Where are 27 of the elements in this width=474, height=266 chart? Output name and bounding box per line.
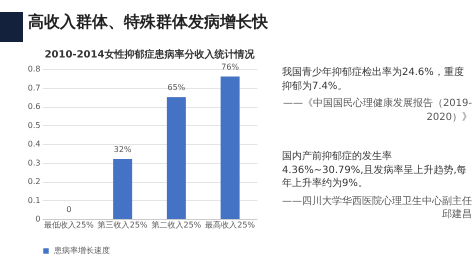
data-label: 0 <box>66 205 72 214</box>
y-tick-label: 0.6 <box>28 102 40 111</box>
x-tick-label: 第二收入25% <box>151 220 202 230</box>
y-tick-label: 0.5 <box>28 120 40 130</box>
chart-title: 高收入群体、特殊群体发病增长快 <box>28 12 268 33</box>
x-tick-label: 第三收入25% <box>98 220 148 230</box>
data-label: 76% <box>221 62 240 72</box>
y-tick-label: 0.3 <box>28 158 40 168</box>
legend-label: 患病率增长速度 <box>53 246 110 255</box>
text: 我国青少年抑郁症检出率为24.6%，重度抑郁为7.4%。 <box>282 66 465 93</box>
text: ——四川大学华西医院心理卫生中心副主任邱建昌 <box>282 194 472 222</box>
y-tick-label: 0.1 <box>28 196 40 205</box>
y-tick-label: 0.8 <box>28 64 40 74</box>
y-tick-label: 0 <box>35 214 40 224</box>
text: 国内产前抑郁症的发生率4.36%~30.79%,且发病率呈上升趋势,每年上升率约为9%。 <box>282 150 468 190</box>
chart-subtitle: 2010-2014女性抑郁症患病率分收入统计情况 <box>44 48 256 60</box>
bar <box>220 76 240 219</box>
data-label: 65% <box>167 83 186 92</box>
bar <box>113 159 132 219</box>
text: ——《中国国民心理健康发展报告（2019-2020）》 <box>282 97 472 124</box>
x-tick-label: 最高收入25% <box>205 220 256 230</box>
y-tick-label: 0.2 <box>28 177 40 186</box>
bar <box>166 97 186 219</box>
data-label: 32% <box>114 145 132 154</box>
y-tick-label: 0.7 <box>28 83 40 92</box>
x-tick-label: 最低收入25% <box>44 220 94 230</box>
y-tick-label: 0.4 <box>28 140 40 148</box>
